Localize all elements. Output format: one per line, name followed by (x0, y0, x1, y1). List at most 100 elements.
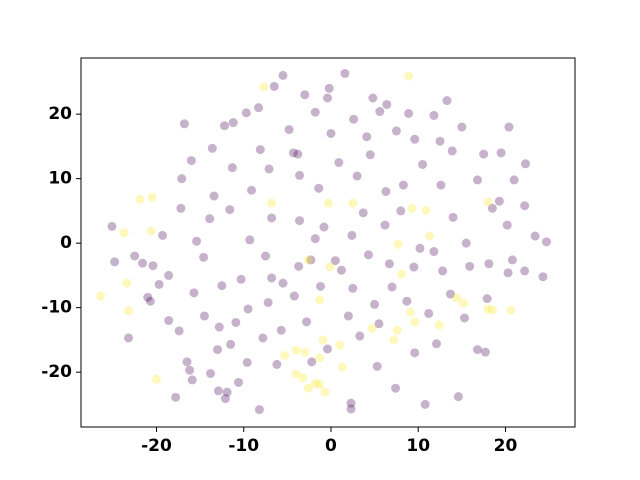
point (404, 71, 414, 81)
point (280, 350, 290, 360)
point (255, 145, 265, 155)
point (404, 108, 414, 118)
point (370, 299, 380, 309)
point (307, 357, 317, 367)
point (207, 143, 217, 153)
point (335, 340, 345, 350)
point (410, 317, 420, 327)
point (276, 325, 286, 335)
point (397, 269, 407, 279)
x-tick-label: 0 (325, 436, 337, 456)
point (171, 392, 181, 402)
point (293, 149, 303, 159)
point (187, 375, 197, 385)
point (302, 317, 312, 327)
point (459, 313, 469, 323)
point (502, 220, 512, 230)
point (483, 197, 493, 207)
point (278, 70, 288, 80)
point (138, 258, 148, 268)
point (461, 238, 471, 248)
point (182, 357, 192, 367)
point (487, 203, 497, 213)
point (538, 272, 548, 282)
point (263, 297, 273, 307)
point (483, 304, 493, 314)
point (482, 294, 492, 304)
point (384, 259, 394, 269)
point (148, 261, 158, 271)
point (310, 234, 320, 244)
point (479, 149, 489, 159)
point (254, 103, 264, 113)
point (154, 279, 164, 289)
point (294, 261, 304, 271)
point (381, 187, 391, 197)
point (205, 214, 215, 224)
point (521, 159, 531, 169)
point (349, 114, 359, 124)
point (192, 236, 202, 246)
point (303, 383, 313, 393)
point (480, 347, 490, 357)
point (457, 122, 467, 132)
point (436, 180, 446, 190)
y-tick-label: -10 (41, 298, 72, 318)
point (520, 201, 530, 211)
point (220, 121, 230, 131)
point (264, 164, 274, 174)
point (267, 213, 277, 223)
point (189, 288, 199, 298)
point (435, 136, 445, 146)
point (247, 185, 257, 195)
point (445, 289, 455, 299)
point (124, 306, 134, 316)
point (254, 405, 264, 415)
point (407, 203, 417, 213)
point (374, 319, 384, 329)
y-tick-label: -20 (41, 362, 72, 382)
point (465, 261, 475, 271)
point (343, 311, 353, 321)
point (530, 231, 540, 241)
x-tick-label: -10 (228, 436, 259, 456)
point (340, 68, 350, 78)
point (365, 150, 375, 160)
point (199, 311, 209, 321)
point (291, 369, 301, 379)
point (410, 348, 420, 358)
point (382, 99, 392, 109)
point (146, 226, 156, 236)
point (241, 108, 251, 118)
point (96, 291, 106, 301)
point (453, 392, 463, 402)
point (259, 82, 269, 92)
point (506, 305, 516, 315)
point (326, 128, 336, 138)
point (520, 266, 530, 276)
point (245, 235, 255, 245)
point (122, 278, 132, 288)
point (355, 331, 365, 341)
point (392, 325, 402, 335)
point (315, 281, 325, 291)
point (242, 357, 252, 367)
point (362, 132, 372, 142)
point (186, 156, 196, 166)
point (213, 345, 223, 355)
point (429, 110, 439, 120)
point (267, 198, 277, 208)
point (398, 180, 408, 190)
point (213, 386, 223, 396)
point (322, 344, 332, 354)
point (372, 361, 382, 371)
point (358, 208, 368, 218)
point (214, 322, 224, 332)
point (409, 262, 419, 272)
point (107, 221, 117, 231)
point (367, 323, 377, 333)
point (429, 247, 439, 257)
point (288, 148, 298, 158)
point (209, 191, 219, 201)
